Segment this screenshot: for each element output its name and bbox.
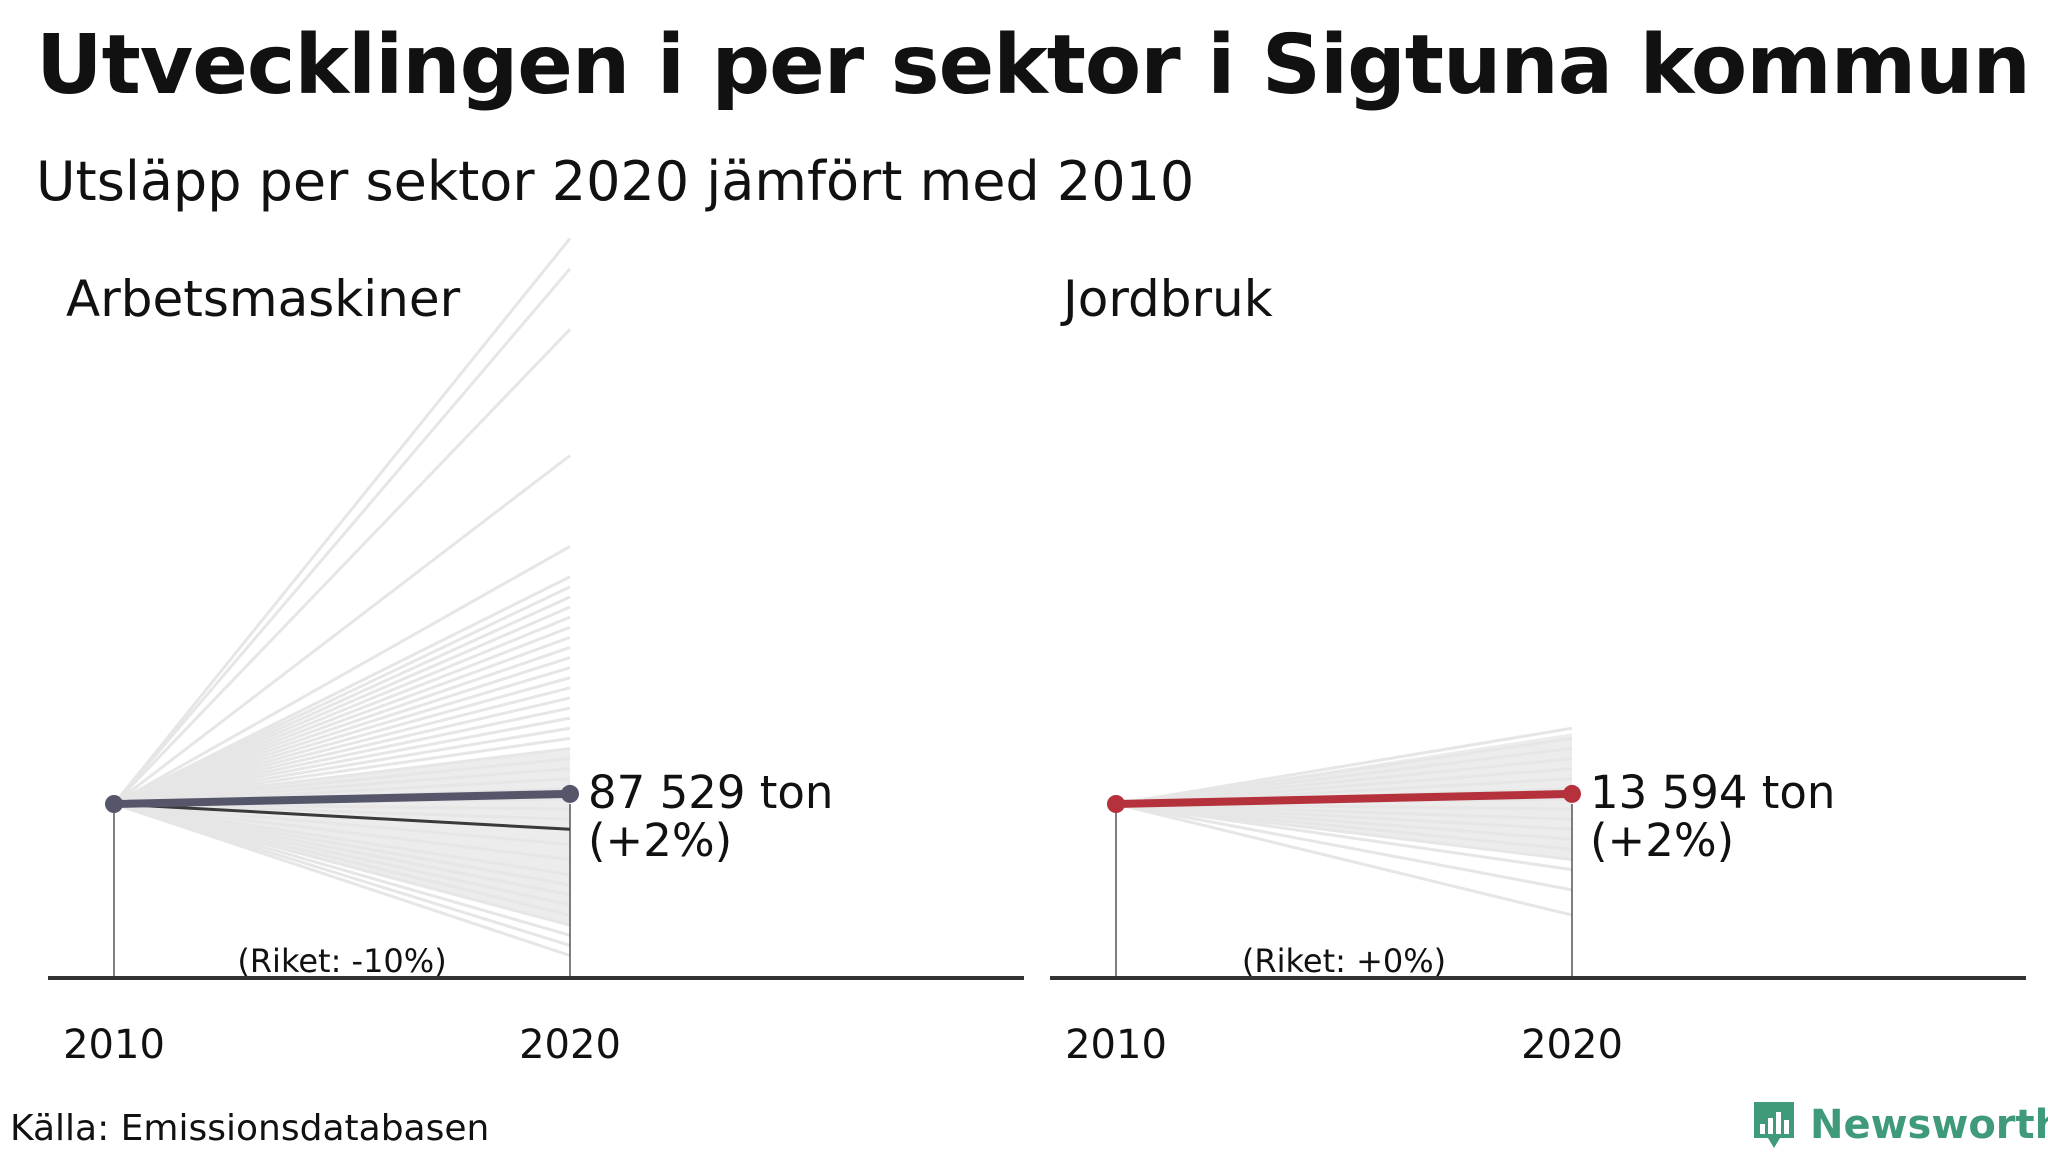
highlight-line: [1112, 789, 1576, 808]
chart-subtitle: Utsläpp per sektor 2020 jämfört med 2010: [36, 150, 1195, 213]
other-municipality-line: [1115, 802, 1573, 862]
other-municipality-line: [113, 575, 571, 806]
point-2010: [1107, 795, 1125, 813]
other-municipality-line: [113, 802, 571, 862]
other-municipality-line: [113, 666, 571, 806]
point-2020: [1563, 784, 1581, 803]
bar-chart-speech-icon: [1754, 1102, 1794, 1148]
other-municipality-line: [1115, 726, 1573, 806]
other-municipality-line: [113, 625, 571, 806]
x-tick-label: 2010: [1065, 1022, 1167, 1068]
x-tick-label: 2020: [519, 1022, 621, 1068]
other-municipality-line: [113, 802, 571, 897]
other-municipality-line: [1115, 802, 1573, 821]
value-label: 87 529 ton: [588, 766, 833, 819]
newsworthy-logo: Newsworthy: [1750, 1098, 2048, 1152]
other-municipality-line: [113, 454, 571, 806]
other-municipality-line: [113, 802, 571, 821]
other-municipality-line: [113, 767, 571, 806]
other-municipality-line: [1115, 767, 1573, 806]
panel-title-arbetsmaskiner: Arbetsmaskiner: [66, 270, 461, 328]
other-municipality-line: [1115, 802, 1573, 872]
other-municipality-line: [113, 656, 571, 806]
other-municipality-line: [112, 267, 572, 805]
x-tick-label: 2020: [1521, 1022, 1623, 1068]
other-municipality-line: [113, 726, 571, 806]
national-label: (Riket: -10%): [237, 942, 446, 980]
other-municipality-line: [113, 686, 571, 806]
national-label: (Riket: +0%): [1242, 942, 1446, 980]
value-label: 13 594 ton: [1590, 766, 1835, 819]
other-municipality-line: [1115, 802, 1573, 892]
other-municipality-line: [113, 802, 571, 917]
other-municipality-line: [113, 802, 571, 846]
other-municipality-line: [113, 802, 571, 887]
other-municipality-line: [113, 676, 571, 806]
other-municipality-line: [1115, 757, 1573, 806]
chart-title: Utvecklingen i per sektor i Sigtuna komm…: [36, 18, 2031, 113]
other-municipality-line: [112, 237, 572, 805]
other-municipality-line: [1115, 802, 1573, 831]
other-municipality-line: [113, 585, 571, 806]
other-municipality-line: [1115, 802, 1573, 851]
other-municipality-line: [113, 545, 571, 806]
other-municipality-line: [113, 635, 571, 806]
panel-title-jordbruk: Jordbruk: [1063, 270, 1273, 328]
other-municipality-line: [1115, 802, 1573, 841]
point-2010: [105, 795, 123, 813]
other-municipality-line: [1115, 802, 1573, 917]
panel-1: 13 594 ton(+2%) (Riket: +0%) 2010 2020: [1050, 726, 2026, 1068]
brand-name: Newsworthy: [1810, 1102, 2048, 1148]
other-municipality-line: [113, 802, 571, 927]
other-municipality-line: [113, 615, 571, 806]
other-municipality-line: [113, 802, 571, 877]
other-municipality-line: [1115, 736, 1573, 806]
point-2020: [561, 784, 579, 803]
other-municipality-line: [1115, 746, 1573, 806]
other-municipality-line: [113, 802, 571, 907]
other-municipality-line: [113, 696, 571, 806]
other-municipality-line: [113, 802, 571, 947]
change-label: (+2%): [588, 814, 732, 867]
secondary-line: [113, 802, 571, 831]
panel-0: 87 529 ton(+2%) (Riket: -10%) 2010 2020: [48, 237, 1024, 1068]
other-municipality-line: [113, 605, 571, 806]
other-municipality-line: [113, 757, 571, 806]
other-municipality-line: [113, 595, 571, 806]
other-municipality-line: [113, 746, 571, 806]
source-note: Källa: Emissionsdatabasen: [10, 1108, 490, 1149]
other-municipality-line: [113, 736, 571, 806]
other-municipality-line: [112, 328, 572, 806]
change-label: (+2%): [1590, 814, 1734, 867]
other-municipality-line: [113, 646, 571, 806]
x-tick-label: 2010: [63, 1022, 165, 1068]
other-municipality-line: [113, 802, 571, 957]
other-municipality-line: [113, 706, 571, 806]
other-municipality-line: [113, 716, 571, 806]
other-municipality-line: [113, 802, 571, 937]
highlight-line: [110, 789, 574, 808]
